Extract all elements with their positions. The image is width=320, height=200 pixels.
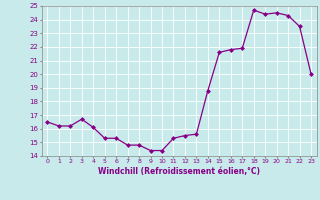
X-axis label: Windchill (Refroidissement éolien,°C): Windchill (Refroidissement éolien,°C) <box>98 167 260 176</box>
